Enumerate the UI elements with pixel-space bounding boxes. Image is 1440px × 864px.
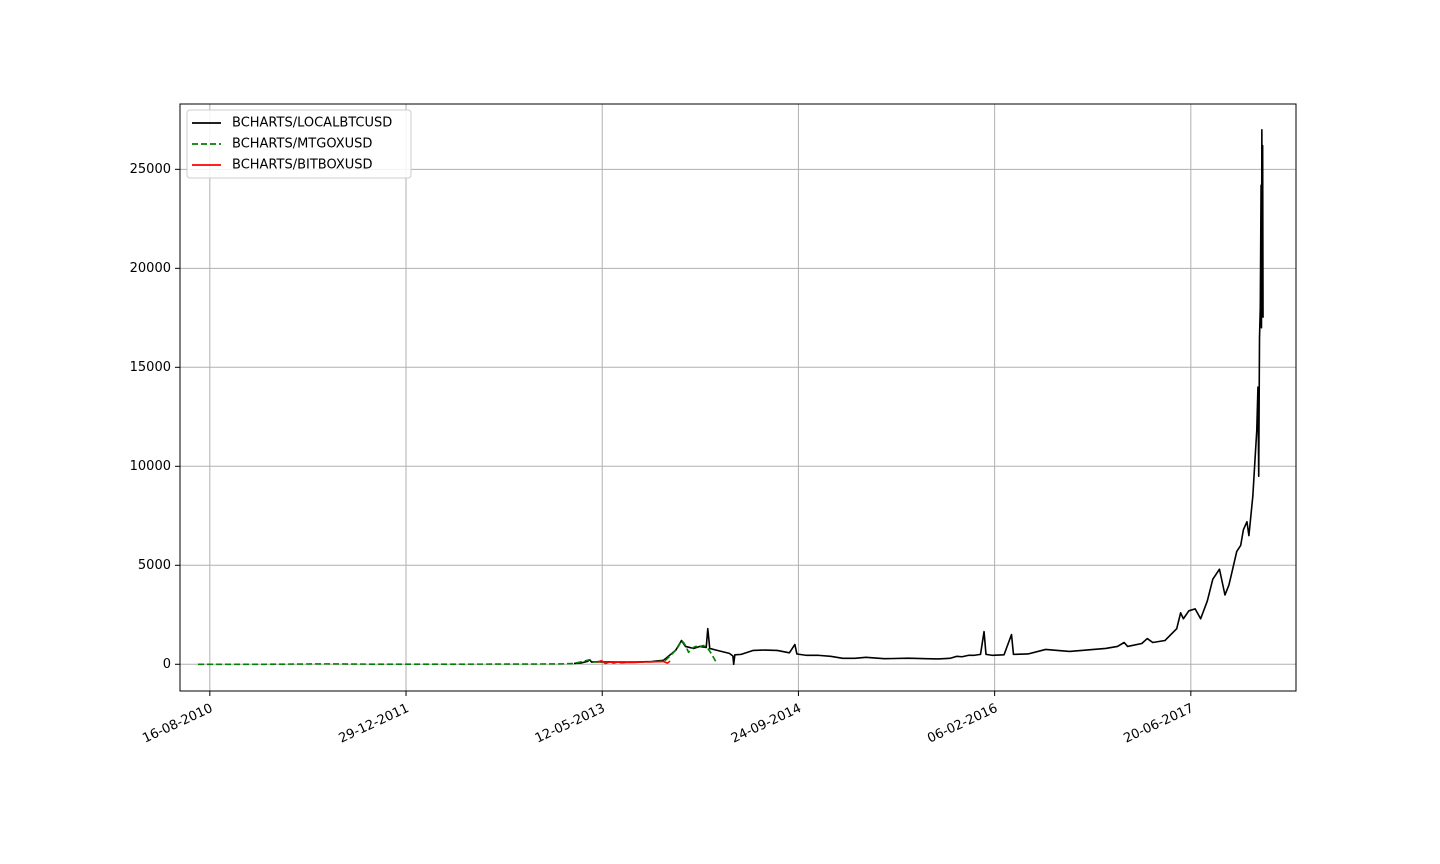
legend: BCHARTS/LOCALBTCUSD BCHARTS/MTGOXUSD BCHAR…	[186, 109, 412, 179]
plot-lines	[198, 128, 1264, 666]
y-axis: 0 5000 10000 15000 20000 25000	[130, 162, 180, 672]
y-tick-label: 10000	[130, 459, 171, 474]
series-line-0	[573, 128, 1264, 666]
y-tick-label: 15000	[130, 360, 171, 375]
y-tick-label: 25000	[130, 162, 171, 177]
y-tick-label: 0	[163, 657, 171, 672]
y-tick-label: 20000	[130, 261, 171, 276]
y-tick-label: 5000	[138, 558, 171, 573]
legend-label: BCHARTS/LOCALBTCUSD	[232, 116, 392, 131]
legend-label: BCHARTS/MTGOXUSD	[232, 137, 372, 152]
series-line-2	[596, 659, 671, 665]
legend-label: BCHARTS/BITBOXUSD	[232, 158, 373, 173]
grid	[180, 104, 1296, 691]
plot-frame	[179, 103, 1297, 692]
legend-box	[186, 109, 412, 179]
